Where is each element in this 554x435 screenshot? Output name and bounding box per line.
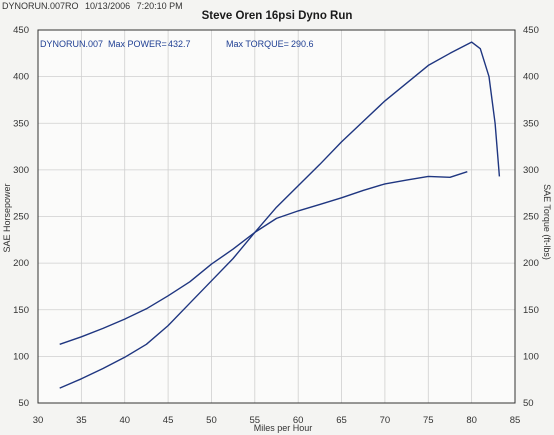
y-right-tick-label: 300 (523, 165, 539, 176)
y-left-tick-label: 200 (13, 258, 29, 269)
x-tick-label: 55 (250, 415, 261, 426)
y-right-tick-label: 200 (523, 258, 539, 269)
y-axis-left-ticks: 50 100 150 200 250 300 350 400 450 (13, 25, 29, 409)
x-tick-label: 45 (163, 415, 174, 426)
max-power-label: Max POWER= (108, 39, 167, 49)
max-torque-value: 290.6 (291, 39, 314, 49)
y-axis-right-label: SAE Torque (ft-lbs) (542, 184, 552, 260)
chart-title: Steve Oren 16psi Dyno Run (201, 10, 353, 22)
y-left-tick-label: 400 (13, 72, 29, 83)
x-tick-label: 60 (293, 415, 304, 426)
x-tick-label: 30 (33, 415, 44, 426)
x-tick-label: 70 (380, 415, 391, 426)
x-tick-label: 65 (336, 415, 347, 426)
date-text: 10/13/2006 (85, 1, 131, 11)
header-bar: DYNORUN.007RO 10/13/2006 7:20:10 PM (2, 1, 187, 11)
y-left-tick-label: 450 (13, 25, 29, 36)
x-tick-label: 35 (76, 415, 87, 426)
y-left-tick-label: 350 (13, 118, 29, 129)
time-text: 7:20:10 PM (136, 1, 183, 11)
x-tick-label: 85 (510, 415, 521, 426)
y-right-tick-label: 250 (523, 212, 539, 223)
y-left-tick-label: 100 (13, 351, 29, 362)
y-right-tick-label: 50 (523, 398, 534, 409)
y-axis-left-label: SAE Horsepower (2, 183, 12, 252)
y-axis-right-ticks: 50 100 150 200 250 300 350 400 450 (523, 25, 539, 409)
x-tick-label: 40 (119, 415, 130, 426)
torque-line (59, 171, 468, 345)
y-left-tick-label: 300 (13, 165, 29, 176)
max-power-value: 432.7 (168, 39, 191, 49)
y-right-tick-label: 350 (523, 118, 539, 129)
y-left-tick-label: 50 (18, 398, 29, 409)
horsepower-line (59, 41, 501, 389)
y-right-tick-label: 450 (523, 25, 539, 36)
y-right-tick-label: 100 (523, 351, 539, 362)
series-group (59, 41, 501, 389)
y-left-tick-label: 250 (13, 212, 29, 223)
x-tick-label: 75 (423, 415, 434, 426)
filename-text: DYNORUN.007RO (2, 1, 79, 11)
max-torque-label: Max TORQUE= (226, 39, 289, 49)
run-label: DYNORUN.007 (40, 39, 103, 49)
x-axis-label: Miles per Hour (254, 423, 313, 433)
x-axis-ticks: 30 35 40 45 50 55 60 65 70 75 80 85 (33, 415, 521, 426)
y-right-tick-label: 150 (523, 305, 539, 316)
x-tick-label: 80 (466, 415, 477, 426)
x-tick-label: 50 (206, 415, 217, 426)
y-right-tick-label: 400 (523, 72, 539, 83)
plot-border (37, 29, 516, 404)
y-left-tick-label: 150 (13, 305, 29, 316)
